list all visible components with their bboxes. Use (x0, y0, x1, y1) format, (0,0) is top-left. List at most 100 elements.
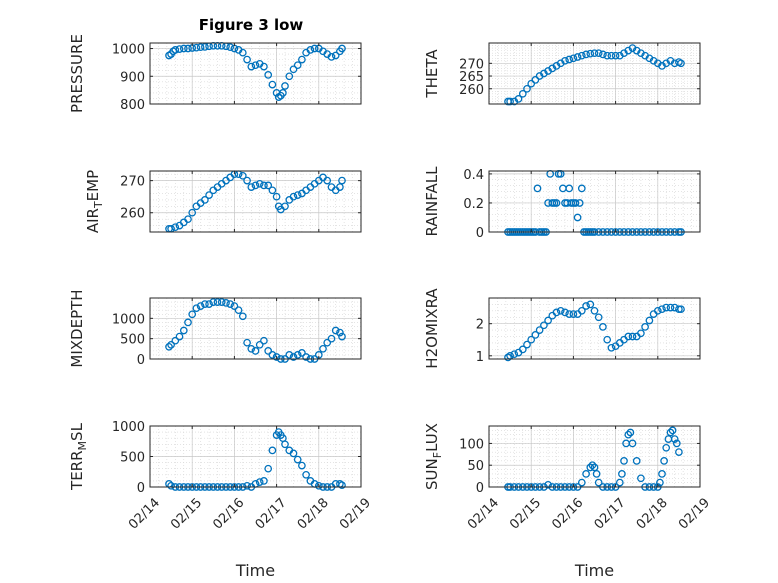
data-point (338, 332, 346, 341)
data-point (607, 343, 616, 352)
data-point (675, 448, 683, 456)
y-tick-label: 500 (120, 333, 145, 348)
x-tick-label: 02/14 (126, 495, 163, 532)
data-point (527, 79, 536, 88)
data-point (251, 347, 260, 355)
data-point (196, 43, 205, 52)
data-point (192, 304, 201, 313)
data-point (272, 192, 281, 201)
data-point (255, 340, 264, 349)
data-point (234, 306, 243, 315)
data-point (260, 336, 268, 345)
axes-box (149, 170, 362, 233)
data-point (592, 470, 601, 478)
data-point (552, 308, 561, 317)
data-point (293, 351, 302, 359)
data-point (577, 184, 586, 193)
plot-area (489, 171, 700, 232)
data-point (527, 335, 536, 344)
data-point (338, 481, 346, 490)
subplot-6: 1 2 H2OMIXRA (423, 288, 701, 369)
data-point (171, 46, 180, 54)
data-point (582, 50, 590, 59)
x-tick-label: 02/18 (634, 495, 671, 532)
data-point (565, 55, 574, 64)
data-point (586, 49, 595, 58)
data-point (599, 50, 607, 59)
y-tick-label: 270 (120, 175, 145, 190)
data-point (213, 298, 222, 306)
y-tick-label: 100 (459, 437, 484, 452)
data-point (540, 321, 548, 330)
y-tick-label: 900 (120, 70, 145, 85)
data-point (247, 344, 256, 353)
figure-title: Figure 3 low (199, 16, 304, 34)
data-point (217, 298, 226, 306)
y-tick-label: 1 (476, 350, 484, 365)
data-point (272, 353, 281, 361)
data-point (285, 351, 294, 359)
data-point (677, 59, 685, 68)
y-tick-label: 260 (459, 83, 484, 98)
data-point (556, 306, 565, 315)
data-point (281, 202, 289, 211)
data-point (179, 326, 188, 335)
y-axis-label: H2OMIXRA (423, 288, 441, 369)
x-tick-label: 02/18 (295, 495, 332, 532)
data-point (624, 430, 633, 439)
data-point (251, 61, 260, 70)
data-point (167, 481, 175, 490)
data-point (201, 300, 209, 308)
y-tick-label: 260 (120, 207, 145, 222)
data-point (506, 97, 514, 106)
data-point (171, 223, 180, 232)
data-point (226, 43, 235, 52)
data-point (582, 470, 590, 478)
data-point (319, 344, 327, 353)
data-point (573, 53, 582, 61)
data-point (666, 428, 675, 437)
data-point (620, 457, 628, 465)
data-point (577, 51, 586, 60)
data-point (336, 183, 344, 191)
data-point (626, 428, 635, 437)
data-point (298, 349, 306, 357)
data-point (662, 303, 671, 312)
data-point (611, 51, 620, 60)
data-point (577, 306, 586, 315)
data-point (323, 176, 332, 185)
data-point (618, 470, 626, 478)
y-tick-label: 1000 (112, 420, 145, 435)
data-point (628, 439, 637, 448)
data-point (573, 213, 582, 222)
y-tick-label: 800 (120, 98, 145, 113)
data-point (628, 332, 637, 341)
data-point (599, 323, 607, 331)
data-point (264, 347, 273, 355)
data-point (184, 215, 192, 224)
data-point (338, 44, 346, 53)
y-tick-label: 2 (476, 318, 484, 333)
x-tick-label: 02/19 (337, 495, 374, 532)
data-point (569, 310, 578, 318)
data-point (243, 176, 251, 185)
x-tick-label: 02/16 (210, 495, 247, 532)
data-point (656, 478, 664, 487)
data-point (590, 306, 599, 315)
x-tick-label: 02/17 (592, 495, 629, 532)
data-point (668, 426, 677, 435)
data-point (641, 323, 649, 331)
data-point (645, 316, 654, 325)
data-point (247, 62, 256, 71)
data-point (184, 44, 192, 53)
data-point (175, 45, 184, 53)
y-tick-label: 1000 (112, 43, 145, 58)
data-point (293, 191, 302, 199)
data-point (167, 340, 175, 349)
data-point (565, 310, 574, 318)
data-point (251, 181, 260, 190)
data-point (302, 470, 310, 479)
data-point (577, 478, 586, 487)
data-point (323, 338, 332, 347)
